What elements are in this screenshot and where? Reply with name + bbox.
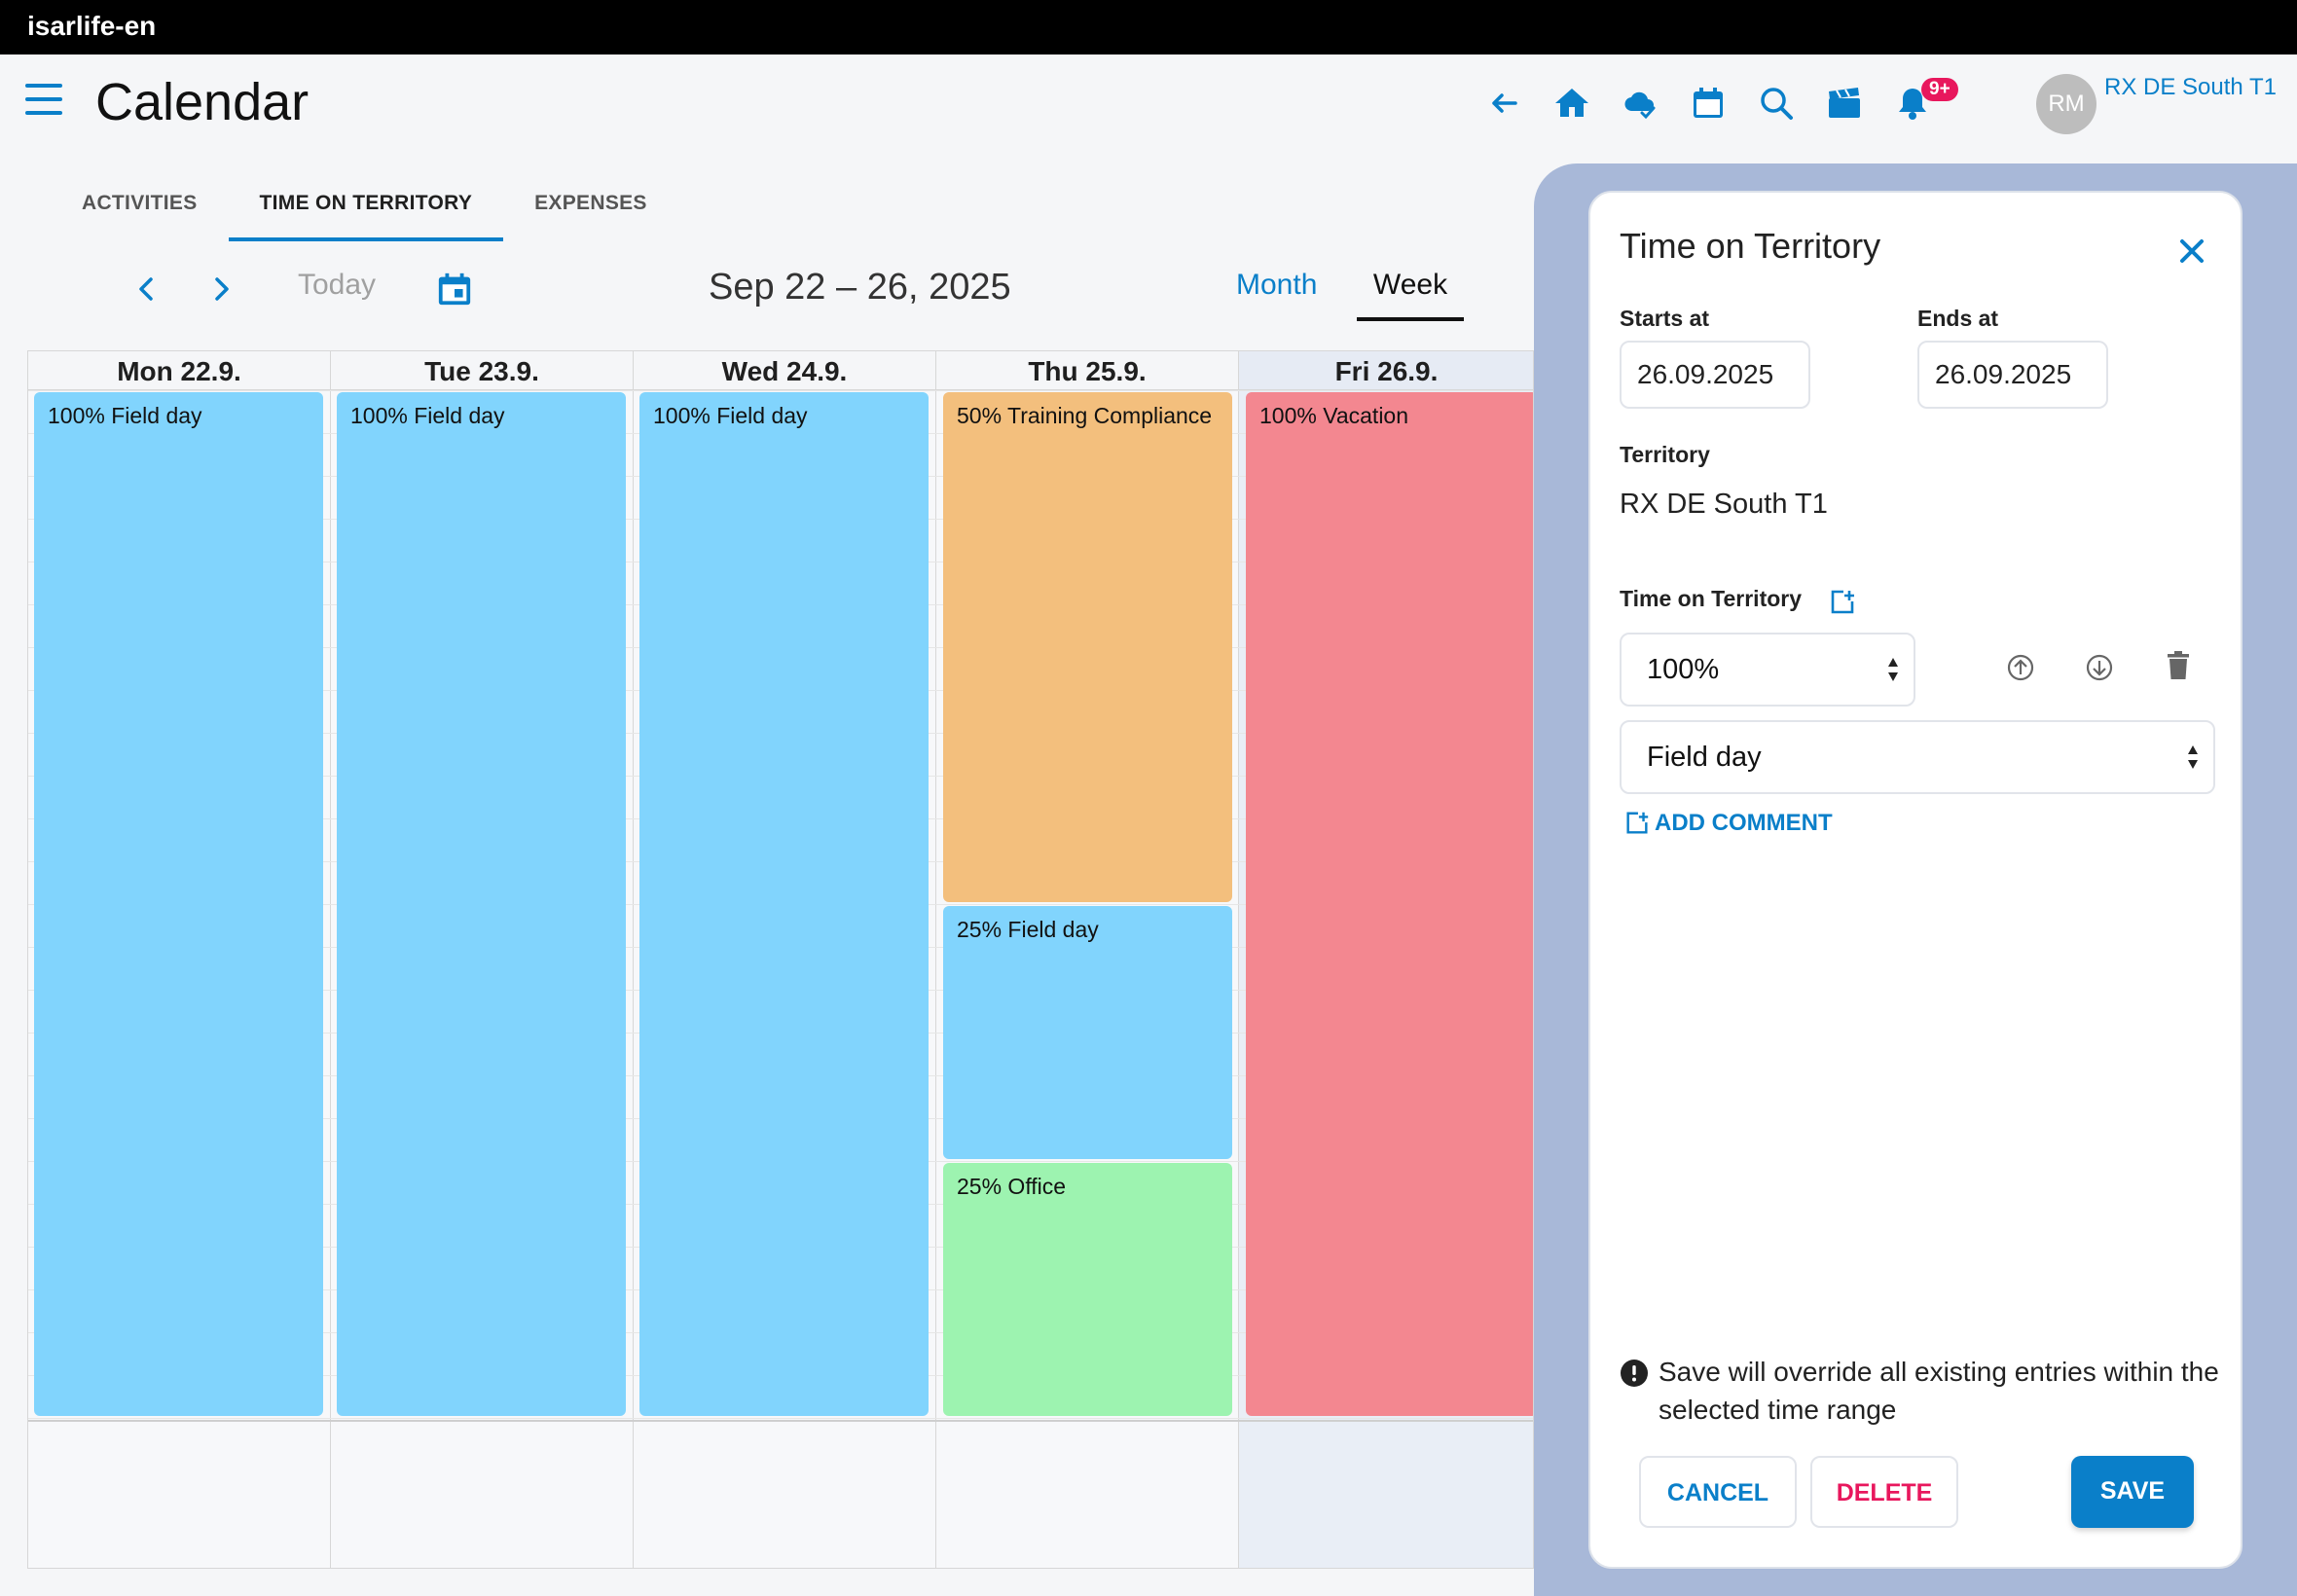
all-day-divider [28, 1420, 1533, 1422]
menu-icon[interactable] [25, 84, 62, 115]
move-up-icon[interactable] [2003, 650, 2038, 685]
percent-select-value: 100% [1647, 654, 1720, 685]
day-column-thu[interactable] [936, 390, 1239, 1568]
day-header-fri: Fri 26.9. [1239, 351, 1533, 390]
event-thu-training-compliance[interactable]: 50% Training Compliance [943, 392, 1232, 902]
percent-select[interactable]: 100% [1620, 633, 1915, 707]
delete-button[interactable]: DELETE [1810, 1456, 1958, 1528]
add-entry-icon[interactable] [1828, 588, 1857, 617]
day-column-wed[interactable] [634, 390, 936, 1568]
notification-badge: 9+ [1921, 78, 1958, 101]
app-name: isarlife-en [27, 11, 157, 41]
event-fri-vacation[interactable]: 100% Vacation [1246, 392, 1533, 1416]
date-range-label: Sep 22 – 26, 2025 [709, 267, 1011, 308]
event-thu-office[interactable]: 25% Office [943, 1163, 1232, 1416]
back-arrow-icon[interactable] [1470, 76, 1538, 130]
select-arrows-icon [2188, 745, 2198, 769]
starts-at-input[interactable]: 26.09.2025 [1620, 341, 1810, 409]
app-header: Calendar 9+ RM RX DE South T1 [0, 54, 2297, 152]
bell-icon[interactable]: 9+ [1878, 76, 1958, 130]
day-header-wed: Wed 24.9. [634, 351, 936, 390]
search-icon[interactable] [1742, 76, 1810, 130]
chevron-right-icon[interactable] [197, 265, 245, 313]
add-comment-button[interactable]: ADD COMMENT [1623, 810, 1833, 837]
event-wed-field-day[interactable]: 100% Field day [639, 392, 929, 1416]
chevron-left-icon[interactable] [123, 265, 171, 313]
clapperboard-icon[interactable] [1810, 76, 1878, 130]
cancel-button[interactable]: CANCEL [1639, 1456, 1797, 1528]
page-title: Calendar [95, 73, 310, 131]
date-picker-icon[interactable] [430, 265, 479, 313]
select-arrows-icon [1888, 658, 1898, 681]
override-warning: Save will override all existing entries … [1659, 1357, 2219, 1425]
event-tue-field-day[interactable]: 100% Field day [337, 392, 626, 1416]
user-territory[interactable]: RX DE South T1 [2104, 74, 2277, 100]
home-icon[interactable] [1538, 76, 1606, 130]
tabs: ACTIVITIES TIME ON TERRITORY EXPENSES [51, 171, 678, 241]
tab-activities[interactable]: ACTIVITIES [82, 192, 198, 214]
day-header-tue: Tue 23.9. [331, 351, 634, 390]
move-down-icon[interactable] [2082, 650, 2117, 685]
territory-label: Territory [1620, 442, 1710, 467]
cloud-sync-icon[interactable] [1606, 76, 1674, 130]
calendar-icon[interactable] [1674, 76, 1742, 130]
trash-icon[interactable] [2161, 648, 2196, 683]
panel-title: Time on Territory [1620, 226, 1881, 266]
top-toolbar: 9+ [1470, 76, 1958, 130]
event-mon-field-day[interactable]: 100% Field day [34, 392, 323, 1416]
view-month-button[interactable]: Month [1236, 269, 1318, 301]
event-thu-field-day[interactable]: 25% Field day [943, 906, 1232, 1159]
add-comment-label: ADD COMMENT [1655, 810, 1833, 836]
warning-icon [1621, 1360, 1648, 1387]
status-bar: isarlife-en [0, 0, 2297, 54]
day-header-thu: Thu 25.9. [936, 351, 1239, 390]
ends-at-label: Ends at [1917, 306, 1999, 331]
day-header-mon: Mon 22.9. [28, 351, 331, 390]
time-on-territory-label: Time on Territory [1620, 586, 1803, 611]
time-on-territory-panel: Time on Territory Starts at 26.09.2025 E… [1588, 191, 2242, 1569]
tab-time-on-territory[interactable]: TIME ON TERRITORY [228, 171, 504, 241]
territory-value: RX DE South T1 [1620, 489, 1828, 520]
view-week-button[interactable]: Week [1357, 255, 1464, 321]
type-select[interactable]: Field day [1620, 720, 2215, 794]
tab-expenses[interactable]: EXPENSES [534, 192, 647, 214]
grid-line [28, 1418, 1533, 1419]
add-comment-icon [1626, 812, 1649, 834]
day-column-tue[interactable] [331, 390, 634, 1568]
today-button[interactable]: Today [298, 269, 377, 301]
avatar[interactable]: RM [2036, 74, 2096, 134]
ends-at-input[interactable]: 26.09.2025 [1917, 341, 2108, 409]
close-icon[interactable] [2174, 234, 2209, 269]
grid-line [28, 390, 1533, 391]
starts-at-label: Starts at [1620, 306, 1710, 331]
calendar-toolbar: Today Sep 22 – 26, 2025 Month Week [0, 255, 1518, 323]
save-button[interactable]: SAVE [2071, 1456, 2194, 1528]
day-column-mon[interactable] [28, 390, 331, 1568]
type-select-value: Field day [1647, 742, 1762, 773]
week-calendar: Mon 22.9. Tue 23.9. Wed 24.9. Thu 25.9. … [27, 350, 1534, 1569]
